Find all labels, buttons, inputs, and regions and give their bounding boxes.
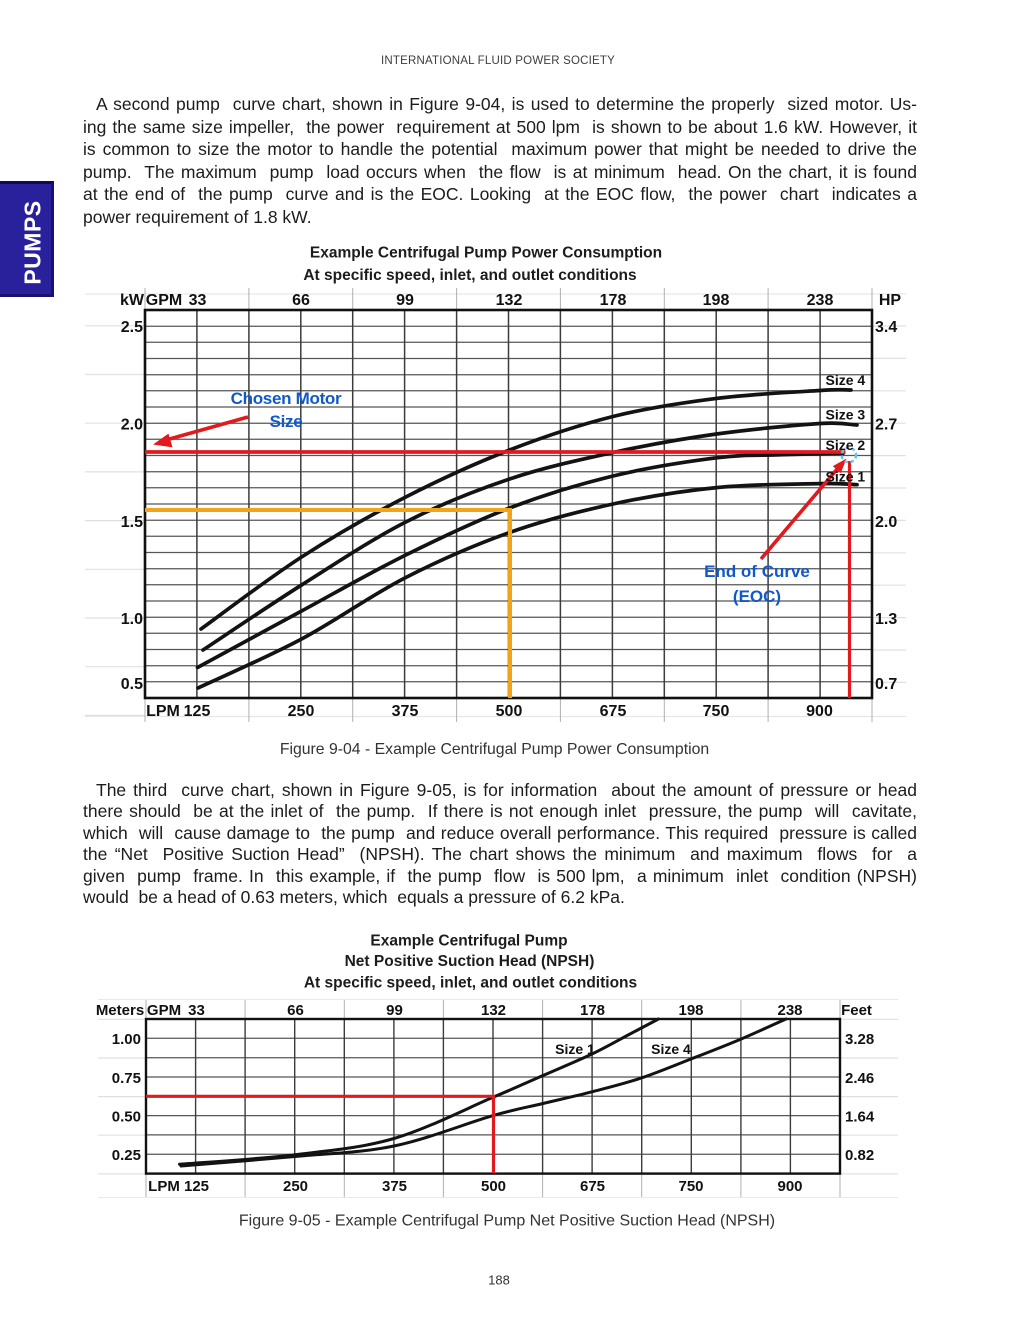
svg-text:2.0: 2.0 — [121, 417, 143, 434]
svg-text:Size 4: Size 4 — [826, 372, 866, 388]
svg-text:End of Curve: End of Curve — [704, 562, 810, 581]
svg-text:500: 500 — [481, 1178, 506, 1195]
svg-text:2.46: 2.46 — [845, 1070, 874, 1087]
svg-text:198: 198 — [678, 1002, 703, 1019]
svg-text:1.00: 1.00 — [112, 1031, 141, 1048]
svg-text:At specific speed, inlet, and: At specific speed, inlet, and outlet con… — [303, 267, 636, 284]
svg-text:Example Centrifugal Pump Power: Example Centrifugal Pump Power Consumpti… — [310, 245, 662, 262]
svg-text:250: 250 — [288, 703, 315, 720]
svg-text:Figure 9-05 - Example Centrifu: Figure 9-05 - Example Centrifugal Pump N… — [239, 1213, 775, 1230]
svg-text:1.0: 1.0 — [121, 611, 143, 628]
svg-text:Net Positive Suction Head (NPS: Net Positive Suction Head (NPSH) — [345, 953, 595, 970]
svg-text:178: 178 — [580, 1002, 605, 1019]
svg-text:GPM: GPM — [147, 1002, 181, 1019]
svg-text:900: 900 — [777, 1178, 802, 1195]
svg-text:Size: Size — [270, 412, 303, 431]
svg-text:99: 99 — [386, 1002, 403, 1019]
svg-text:At specific speed, inlet, and: At specific speed, inlet, and outlet con… — [304, 975, 637, 992]
svg-text:0.82: 0.82 — [845, 1147, 874, 1164]
svg-text:125: 125 — [184, 1178, 209, 1195]
svg-text:Size 4: Size 4 — [651, 1041, 691, 1057]
svg-text:375: 375 — [382, 1178, 407, 1195]
svg-text:66: 66 — [292, 292, 310, 309]
svg-text:0.7: 0.7 — [875, 676, 897, 693]
svg-text:0.5: 0.5 — [121, 676, 143, 693]
svg-text:33: 33 — [188, 1002, 205, 1019]
svg-text:238: 238 — [777, 1002, 802, 1019]
svg-text:LPM: LPM — [146, 703, 180, 720]
svg-text:Example Centrifugal Pump: Example Centrifugal Pump — [370, 933, 567, 950]
svg-text:Figure 9-04 - Example Centrifu: Figure 9-04 - Example Centrifugal Pump P… — [280, 741, 709, 758]
svg-text:3.4: 3.4 — [875, 319, 897, 336]
svg-text:Chosen Motor: Chosen Motor — [231, 389, 342, 408]
svg-text:HP: HP — [879, 292, 902, 309]
svg-text:0.25: 0.25 — [112, 1147, 141, 1164]
svg-text:132: 132 — [496, 292, 523, 309]
svg-text:Size 3: Size 3 — [826, 407, 866, 423]
svg-text:3.28: 3.28 — [845, 1031, 874, 1048]
svg-text:238: 238 — [807, 292, 834, 309]
svg-text:2.7: 2.7 — [875, 417, 897, 434]
svg-text:375: 375 — [392, 703, 419, 720]
svg-text:750: 750 — [703, 703, 730, 720]
svg-text:132: 132 — [481, 1002, 506, 1019]
svg-text:Size 1: Size 1 — [826, 469, 866, 485]
svg-text:1.64: 1.64 — [845, 1109, 875, 1126]
svg-text:198: 198 — [703, 292, 730, 309]
svg-text:250: 250 — [283, 1178, 308, 1195]
svg-text:99: 99 — [396, 292, 414, 309]
svg-text:Size 1: Size 1 — [555, 1041, 595, 1057]
svg-text:Size 2: Size 2 — [826, 437, 866, 453]
svg-text:2.0: 2.0 — [875, 514, 897, 531]
svg-text:66: 66 — [287, 1002, 304, 1019]
svg-text:750: 750 — [678, 1178, 703, 1195]
svg-text:0.75: 0.75 — [112, 1070, 141, 1087]
svg-text:1.5: 1.5 — [121, 514, 143, 531]
svg-text:0.50: 0.50 — [112, 1109, 141, 1126]
svg-text:(EOC): (EOC) — [733, 587, 781, 606]
svg-text:900: 900 — [806, 703, 833, 720]
svg-text:1.3: 1.3 — [875, 611, 897, 628]
svg-text:LPM: LPM — [148, 1178, 180, 1195]
svg-text:33: 33 — [189, 292, 207, 309]
svg-text:500: 500 — [496, 703, 523, 720]
svg-text:125: 125 — [184, 703, 211, 720]
svg-text:kW: kW — [120, 292, 145, 309]
svg-text:GPM: GPM — [146, 292, 182, 309]
svg-text:2.5: 2.5 — [121, 319, 143, 336]
svg-text:Meters: Meters — [96, 1002, 144, 1019]
svg-text:675: 675 — [580, 1178, 605, 1195]
svg-text:675: 675 — [600, 703, 627, 720]
svg-text:Feet: Feet — [841, 1002, 872, 1019]
svg-text:188: 188 — [488, 1273, 510, 1288]
svg-text:178: 178 — [600, 292, 627, 309]
